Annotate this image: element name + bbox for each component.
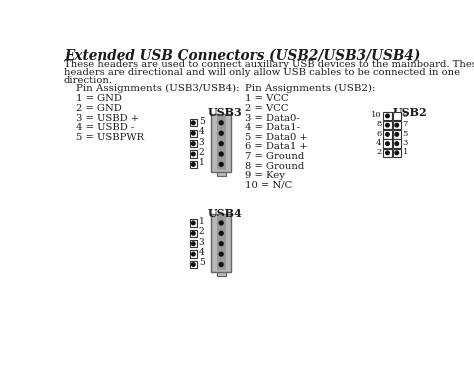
Circle shape [219, 152, 223, 156]
Text: 7 = Ground: 7 = Ground [245, 152, 304, 161]
Text: 1: 1 [199, 217, 204, 226]
Text: 2 = GND: 2 = GND [76, 104, 122, 113]
Circle shape [386, 123, 389, 127]
Text: 6: 6 [376, 129, 382, 138]
Text: 3 = Data0-: 3 = Data0- [245, 113, 300, 123]
Bar [383, 130, 392, 139]
Circle shape [191, 242, 195, 246]
Bar [383, 112, 392, 120]
Circle shape [219, 221, 223, 225]
Text: headers are directional and will only allow USB cables to be connected in one: headers are directional and will only al… [64, 68, 460, 77]
Circle shape [386, 142, 389, 146]
Text: These headers are used to connect auxillary USB devices to the mainboard. These: These headers are used to connect auxill… [64, 60, 474, 70]
Text: 5 = Data0 +: 5 = Data0 + [245, 133, 308, 142]
Circle shape [191, 121, 195, 125]
Text: 7: 7 [402, 120, 408, 128]
Circle shape [219, 121, 223, 125]
Circle shape [219, 162, 223, 166]
Circle shape [191, 152, 195, 156]
Bar [383, 149, 392, 157]
Bar [190, 261, 197, 268]
Circle shape [191, 142, 195, 146]
Circle shape [191, 131, 195, 135]
Text: 10 = N/C: 10 = N/C [245, 181, 292, 190]
Bar [392, 149, 401, 157]
Bar [383, 121, 392, 129]
Bar [217, 172, 226, 176]
Text: 5: 5 [199, 117, 205, 126]
Text: 1: 1 [199, 159, 204, 167]
Text: 2 = VCC: 2 = VCC [245, 104, 289, 113]
Text: USB3: USB3 [208, 107, 243, 118]
Bar [383, 139, 392, 148]
Circle shape [219, 131, 223, 135]
Text: 10: 10 [371, 111, 382, 119]
Circle shape [191, 231, 195, 235]
Text: USB4: USB4 [208, 207, 243, 219]
Circle shape [219, 262, 223, 267]
Circle shape [219, 231, 223, 235]
Bar [190, 251, 197, 258]
Circle shape [395, 142, 399, 146]
Bar [392, 130, 401, 139]
Bar [211, 214, 231, 272]
Text: 4: 4 [199, 127, 204, 136]
Text: Extended USB Connectors (USB2/USB3/USB4): Extended USB Connectors (USB2/USB3/USB4) [64, 49, 420, 63]
Text: USB2: USB2 [392, 107, 427, 118]
Text: Pin Assignments (USB2):: Pin Assignments (USB2): [245, 84, 376, 94]
Circle shape [395, 151, 399, 155]
Text: 1: 1 [402, 148, 408, 156]
Text: direction.: direction. [64, 76, 113, 85]
Circle shape [191, 263, 195, 266]
Text: 2: 2 [376, 148, 382, 156]
Bar [190, 219, 197, 227]
Bar [392, 139, 401, 148]
Circle shape [386, 114, 389, 118]
Bar [190, 230, 197, 237]
Text: 1 = GND: 1 = GND [76, 94, 122, 104]
Bar [190, 240, 197, 248]
Text: 5: 5 [402, 129, 408, 138]
Text: 8 = Ground: 8 = Ground [245, 162, 304, 171]
Text: 8: 8 [376, 120, 382, 128]
Text: 3: 3 [199, 238, 204, 247]
Circle shape [395, 123, 399, 127]
Bar [217, 216, 226, 270]
Circle shape [219, 242, 223, 246]
Circle shape [386, 133, 389, 136]
Bar [211, 113, 231, 172]
Text: 1 = VCC: 1 = VCC [245, 94, 289, 104]
Text: 5 = USBPWR: 5 = USBPWR [76, 133, 145, 142]
Bar [190, 161, 197, 168]
Bar [190, 119, 197, 126]
Text: 4 = USBD -: 4 = USBD - [76, 123, 135, 132]
Bar [190, 151, 197, 158]
Text: 3: 3 [199, 138, 204, 147]
Text: 9 = Key: 9 = Key [245, 172, 285, 180]
Text: 4 = Data1-: 4 = Data1- [245, 123, 300, 132]
Text: 6 = Data1 +: 6 = Data1 + [245, 142, 308, 152]
Bar [217, 116, 226, 170]
Bar [190, 140, 197, 147]
Text: 2: 2 [199, 227, 204, 236]
Bar [392, 112, 401, 120]
Circle shape [219, 252, 223, 256]
Text: 4: 4 [199, 248, 204, 257]
Text: Pin Assignments (USB3/USB4):: Pin Assignments (USB3/USB4): [76, 84, 240, 94]
Circle shape [386, 151, 389, 155]
Bar [190, 129, 197, 137]
Circle shape [191, 253, 195, 256]
Text: 2: 2 [199, 148, 204, 157]
Circle shape [191, 221, 195, 225]
Circle shape [395, 133, 399, 136]
Circle shape [219, 142, 223, 146]
Circle shape [191, 163, 195, 166]
Text: 3: 3 [402, 139, 408, 147]
Bar [392, 121, 401, 129]
Text: 4: 4 [376, 139, 382, 147]
Text: 3 = USBD +: 3 = USBD + [76, 113, 139, 123]
Bar [217, 272, 226, 276]
Text: 5: 5 [199, 259, 205, 267]
Text: 9: 9 [402, 111, 408, 119]
